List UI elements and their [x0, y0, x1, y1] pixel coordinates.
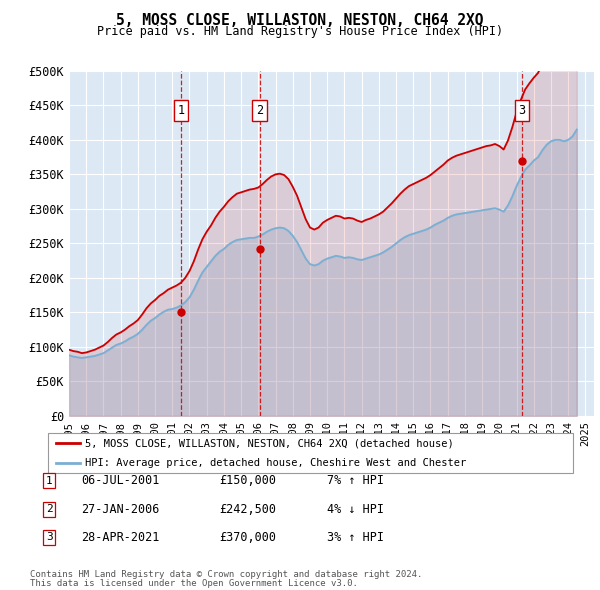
Text: 3% ↑ HPI: 3% ↑ HPI: [327, 531, 384, 544]
Text: 4% ↓ HPI: 4% ↓ HPI: [327, 503, 384, 516]
Text: 3: 3: [518, 104, 526, 117]
FancyBboxPatch shape: [48, 433, 573, 473]
Text: 5, MOSS CLOSE, WILLASTON, NESTON, CH64 2XQ (detached house): 5, MOSS CLOSE, WILLASTON, NESTON, CH64 2…: [85, 438, 454, 448]
Text: £150,000: £150,000: [219, 474, 276, 487]
Text: 3: 3: [46, 533, 53, 542]
Text: 1: 1: [178, 104, 185, 117]
Text: Contains HM Land Registry data © Crown copyright and database right 2024.: Contains HM Land Registry data © Crown c…: [30, 571, 422, 579]
Text: £370,000: £370,000: [219, 531, 276, 544]
Text: 06-JUL-2001: 06-JUL-2001: [81, 474, 160, 487]
Text: 7% ↑ HPI: 7% ↑ HPI: [327, 474, 384, 487]
Text: Price paid vs. HM Land Registry's House Price Index (HPI): Price paid vs. HM Land Registry's House …: [97, 25, 503, 38]
Text: 27-JAN-2006: 27-JAN-2006: [81, 503, 160, 516]
Text: This data is licensed under the Open Government Licence v3.0.: This data is licensed under the Open Gov…: [30, 579, 358, 588]
Text: HPI: Average price, detached house, Cheshire West and Chester: HPI: Average price, detached house, Ches…: [85, 458, 466, 468]
Text: 2: 2: [256, 104, 263, 117]
Text: 28-APR-2021: 28-APR-2021: [81, 531, 160, 544]
Text: £242,500: £242,500: [219, 503, 276, 516]
Text: 1: 1: [46, 476, 53, 486]
Text: 2: 2: [46, 504, 53, 514]
Text: 5, MOSS CLOSE, WILLASTON, NESTON, CH64 2XQ: 5, MOSS CLOSE, WILLASTON, NESTON, CH64 2…: [116, 13, 484, 28]
